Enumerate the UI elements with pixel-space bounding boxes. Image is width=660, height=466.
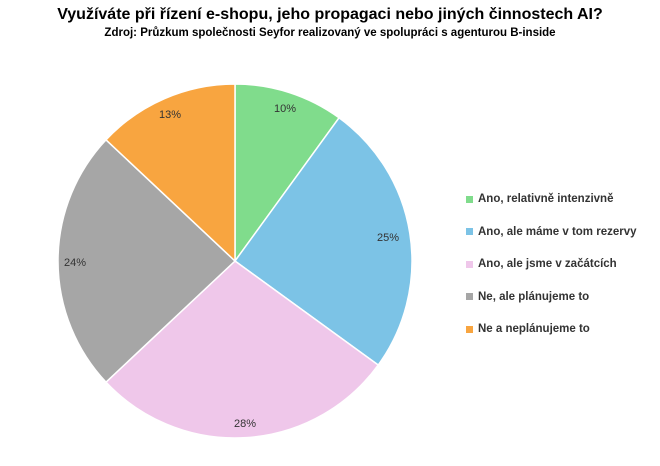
legend-swatch [466, 260, 473, 268]
pie-slice [57, 138, 237, 384]
legend-item: Ano, relativně intenzivně [466, 183, 637, 216]
legend-item: Ne, ale plánujeme to [466, 281, 637, 314]
data-label: 28% [234, 418, 256, 430]
legend-swatch [466, 195, 473, 203]
pie-slice [233, 116, 413, 367]
legend: Ano, relativně intenzivně Ano, ale máme … [466, 183, 637, 346]
legend-item: Ano, ale jsme v začátcích [466, 248, 637, 281]
chart-title: Využíváte při řízení e-shopu, jeho propa… [57, 6, 603, 23]
legend-label: Ano, ale jsme v začátcích [478, 258, 617, 271]
legend-swatch [466, 325, 473, 333]
data-label: 24% [64, 257, 86, 269]
pie-slice [104, 260, 380, 439]
legend-label: Ne a neplánujeme to [478, 323, 590, 336]
chart-subtitle: Zdroj: Průzkum společnosti Seyfor realiz… [104, 27, 556, 39]
data-label: 10% [274, 103, 296, 115]
data-label: 25% [377, 232, 399, 244]
legend-label: Ano, ale máme v tom rezervy [478, 225, 637, 238]
legend-label: Ano, relativně intenzivně [478, 193, 614, 206]
legend-swatch [466, 293, 473, 301]
pie-slice [104, 83, 236, 263]
legend-item: Ne a neplánujeme to [466, 313, 637, 346]
legend-label: Ne, ale plánujeme to [478, 290, 590, 303]
data-label: 13% [159, 109, 181, 121]
legend-swatch [466, 228, 473, 236]
legend-item: Ano, ale máme v tom rezervy [466, 216, 637, 249]
pie-slice [234, 83, 341, 264]
